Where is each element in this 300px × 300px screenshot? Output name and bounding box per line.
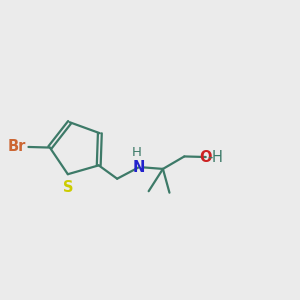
- Text: S: S: [63, 180, 73, 195]
- Text: -: -: [208, 149, 213, 164]
- Text: H: H: [132, 146, 142, 158]
- Text: N: N: [132, 160, 145, 175]
- Text: Br: Br: [8, 140, 26, 154]
- Text: O: O: [200, 149, 212, 164]
- Text: H: H: [212, 149, 223, 164]
